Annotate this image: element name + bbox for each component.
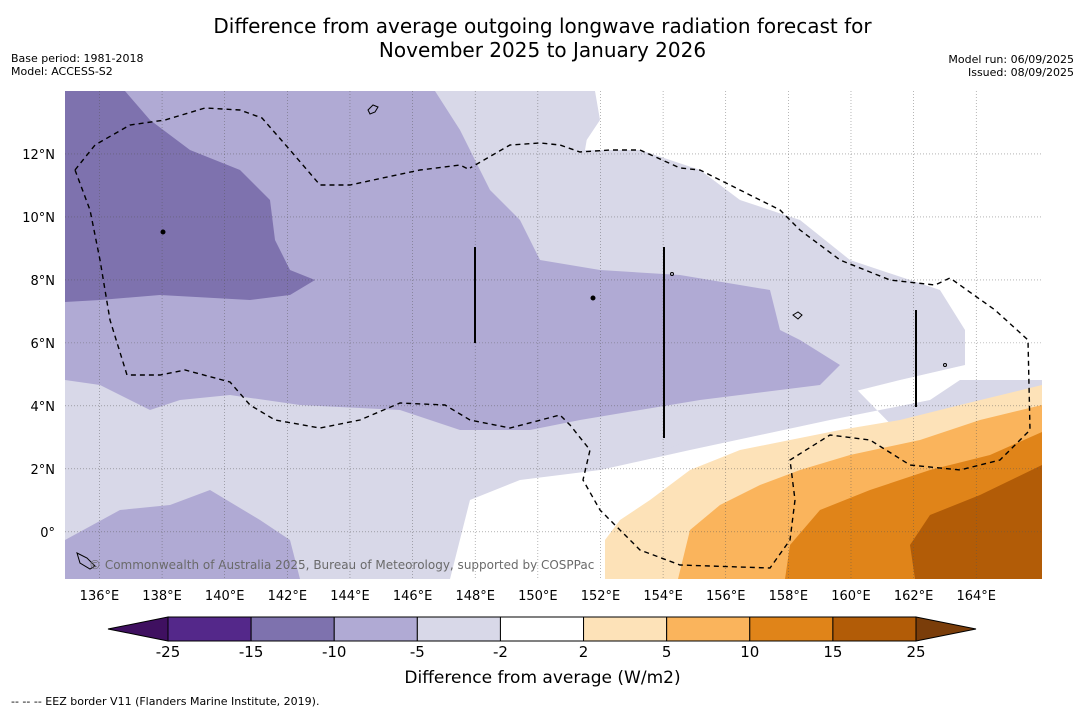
island-outline	[367, 104, 379, 115]
island-dot	[590, 295, 596, 301]
x-tick-label: 142°E	[268, 589, 308, 604]
colorbar-extend-high	[915, 616, 977, 642]
x-tick-label: 136°E	[80, 589, 120, 604]
island-dot	[160, 229, 166, 235]
band-lavender-south-west	[65, 490, 300, 579]
credit-text: © Commonwealth of Australia 2025, Bureau…	[89, 558, 595, 572]
chart-title-line2: November 2025 to January 2026	[378, 38, 707, 62]
x-tick-label: 162°E	[894, 589, 934, 604]
x-tick-label: 138°E	[142, 589, 182, 604]
band-brown	[910, 465, 1042, 579]
colorbar-segment	[333, 616, 418, 642]
y-tick-label: 10°N	[22, 211, 55, 226]
axis-ticks: 136°E 138°E 140°E 142°E 144°E 146°E 148°E 150°E…	[22, 148, 996, 604]
y-tick-label: 8°N	[31, 274, 56, 289]
colorbar-extend-low	[107, 616, 169, 642]
x-tick-label: 152°E	[581, 589, 621, 604]
y-tick-label: 6°N	[31, 337, 56, 352]
colorbar-tick-label: 5	[661, 643, 672, 661]
colorbar-tick-label: -15	[238, 643, 264, 661]
colorbar-segment	[416, 616, 501, 642]
y-tick-label: 4°N	[31, 400, 56, 415]
colorbar-tick-label: 2	[578, 643, 589, 661]
meta-right: Model run: 06/09/2025 Issued: 08/09/2025	[948, 53, 1074, 79]
x-tick-label: 156°E	[706, 589, 746, 604]
colorbar-tick-label: 15	[823, 643, 843, 661]
x-tick-label: 144°E	[330, 589, 370, 604]
band-lavender	[65, 91, 840, 430]
colorbar-title: Difference from average (W/m2)	[404, 668, 681, 688]
y-tick-label: 12°N	[22, 148, 55, 163]
colorbar-tick-label: -10	[321, 643, 347, 661]
island-dot	[670, 272, 674, 276]
colorbar-segment	[499, 616, 585, 642]
base-period: Base period: 1981-2018	[11, 52, 144, 65]
colorbar-segment	[832, 616, 917, 642]
issued-date: Issued: 08/09/2025	[967, 66, 1074, 79]
model-run: Model run: 06/09/2025	[948, 53, 1074, 66]
colorbar-segment	[250, 616, 335, 642]
colorbar-segment	[749, 616, 834, 642]
colorbar-tick-label: 25	[906, 643, 926, 661]
map-plot-area	[65, 91, 1042, 579]
colorbar-segment	[167, 616, 252, 642]
island-dot	[943, 363, 947, 367]
zone-near-zero-north-east	[585, 91, 1042, 340]
colorbar-tick-label: -2	[492, 643, 508, 661]
x-tick-label: 158°E	[769, 589, 809, 604]
colorbar-segment	[583, 616, 668, 642]
graticule	[65, 91, 1042, 579]
x-tick-label: 148°E	[455, 589, 495, 604]
island-markers	[76, 104, 947, 570]
colorbar-segment	[666, 616, 751, 642]
model-name: Model: ACCESS-S2	[11, 65, 113, 78]
colorbar-tick-label: 10	[740, 643, 760, 661]
chart-title: Difference from average outgoing longwav…	[0, 14, 1085, 62]
x-tick-label: 164°E	[956, 589, 996, 604]
colorbar-tick-label: -5	[409, 643, 425, 661]
colorbar-tick-label: -25	[155, 643, 181, 661]
vertical-markers	[474, 247, 917, 438]
band-medium-purple	[65, 91, 315, 302]
x-tick-label: 154°E	[643, 589, 683, 604]
island-outline	[76, 552, 96, 570]
eez-legend-note: -- -- -- EEZ border V11 (Flanders Marine…	[11, 695, 320, 708]
x-tick-label: 160°E	[831, 589, 871, 604]
meta-left: Base period: 1981-2018 Model: ACCESS-S2	[11, 52, 143, 78]
x-tick-label: 150°E	[518, 589, 558, 604]
y-tick-label: 0°	[40, 526, 55, 541]
eez-border-west	[74, 107, 1031, 569]
x-tick-label: 146°E	[393, 589, 433, 604]
y-tick-label: 2°N	[31, 463, 56, 478]
chart-title-line1: Difference from average outgoing longwav…	[213, 14, 872, 38]
x-tick-label: 140°E	[205, 589, 245, 604]
colorbar	[107, 616, 977, 642]
island-outline	[792, 311, 803, 320]
